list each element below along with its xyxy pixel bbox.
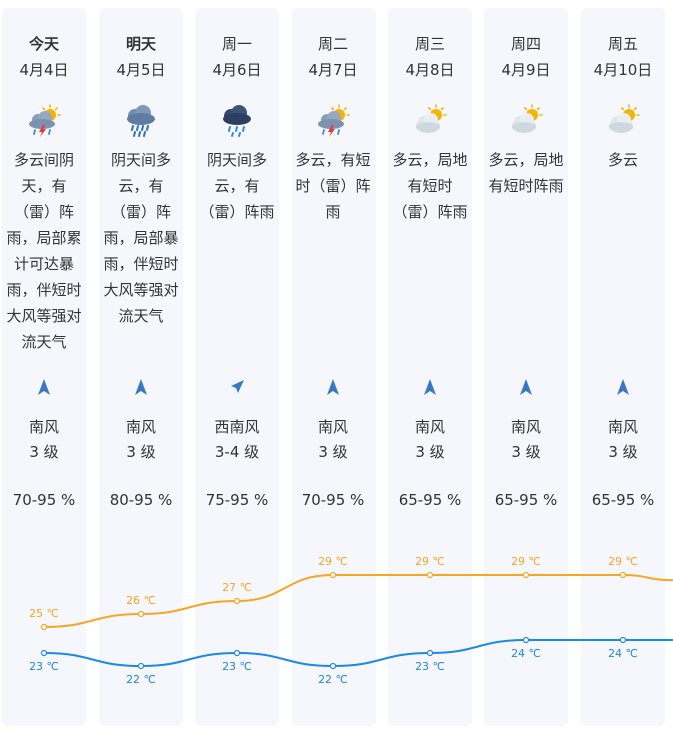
forecast-day-column: 明天 4月5日阴天间多云，有（雷）阵雨，局部暴雨，伴短时大风等强对流天气南风 3 级… <box>93 0 189 739</box>
forecast-day-column: 周二 4月7日多云，有短时（雷）阵雨南风 3 级 70-95 % <box>285 0 381 739</box>
wind-level: 3 级 <box>126 443 156 461</box>
high-temp-point <box>329 571 337 579</box>
humidity-range: 65-95 % <box>591 491 655 509</box>
north-arrow-icon <box>421 378 439 396</box>
low-temp-label: 24 ℃ <box>608 647 638 660</box>
humidity-range: 65-95 % <box>398 491 462 509</box>
humidity-range: 65-95 % <box>494 491 558 509</box>
temperature-chart: 25 ℃ 26 ℃ 27 ℃ 29 ℃ 29 ℃ 29 ℃ 29 ℃ 23 ℃ 22 ℃ 23 ℃… <box>29 555 673 686</box>
date-label: 4月10日 <box>593 61 653 79</box>
wind-level: 3-4 级 <box>214 443 260 461</box>
high-temp-point <box>233 597 241 605</box>
high-temp-label: 29 ℃ <box>511 555 541 568</box>
high-temp-label: 26 ℃ <box>126 594 156 607</box>
low-temp-point <box>522 636 530 644</box>
wind-level: 3 级 <box>415 443 445 461</box>
forecast-day-column: 今天 4月4日多云间阴天，有（雷）阵雨，局部累计可达暴雨，伴短时大风等强对流天气南… <box>0 0 92 739</box>
low-temp-point <box>426 649 434 657</box>
high-temp-point <box>619 571 627 579</box>
cloud-thunder-rain-sun-icon <box>26 104 62 138</box>
weather-description: 多云 <box>607 151 638 169</box>
wind-direction: 西南风 <box>214 418 260 436</box>
wind-level: 3 级 <box>511 443 541 461</box>
day-label: 周四 <box>510 35 541 53</box>
forecast-day-column: 周一 4月6日阴天间多云，有（雷）阵雨西南风 3-4 级 75-95 % <box>189 0 285 739</box>
day-label: 今天 <box>28 35 59 53</box>
weather-description: 多云间阴天，有（雷）阵雨，局部累计可达暴雨，伴短时大风等强对流天气 <box>6 151 82 351</box>
cloud-heavy-rain-icon <box>123 104 159 138</box>
date-label: 4月8日 <box>405 61 455 79</box>
date-label: 4月5日 <box>116 61 166 79</box>
low-temp-line <box>43 639 673 668</box>
weather-description: 阴天间多云，有（雷）阵雨 <box>199 151 275 221</box>
wind-level: 3 级 <box>608 443 638 461</box>
high-temp-label: 29 ℃ <box>608 555 638 568</box>
low-temp-label: 24 ℃ <box>511 647 541 660</box>
low-temp-point <box>233 649 241 657</box>
low-temp-label: 23 ℃ <box>29 660 59 673</box>
forecast-day-column: 周四 4月9日多云，局地有短时阵雨南风 3 级 65-95 % <box>478 0 574 739</box>
humidity-range: 80-95 % <box>109 491 173 509</box>
wind-level: 3 级 <box>29 443 59 461</box>
date-label: 4月4日 <box>19 61 69 79</box>
wind-direction: 南风 <box>607 418 638 436</box>
day-label: 明天 <box>125 35 156 53</box>
day-label: 周一 <box>221 35 252 53</box>
partly-cloudy-icon <box>412 104 448 138</box>
humidity-range: 75-95 % <box>205 491 269 509</box>
wind-level: 3 级 <box>318 443 348 461</box>
north-arrow-icon <box>614 378 632 396</box>
date-label: 4月6日 <box>212 61 262 79</box>
north-arrow-icon <box>132 378 150 396</box>
date-label: 4月7日 <box>308 61 358 79</box>
low-temp-label: 23 ℃ <box>222 660 252 673</box>
north-arrow-icon <box>35 378 53 396</box>
low-temp-label: 22 ℃ <box>126 673 156 686</box>
wind-direction: 南风 <box>317 418 348 436</box>
high-temp-point <box>137 610 145 618</box>
forecast-card <box>99 8 183 726</box>
high-temp-point <box>40 623 48 631</box>
forecast-day-column: 周五 4月10日多云南风 3 级 65-95 % <box>575 0 671 739</box>
low-temp-point <box>40 649 48 657</box>
low-temp-point <box>137 662 145 670</box>
north-arrow-icon <box>517 378 535 396</box>
date-label: 4月9日 <box>501 61 551 79</box>
high-temp-label: 29 ℃ <box>415 555 445 568</box>
day-label: 周五 <box>607 35 638 53</box>
low-temp-point <box>619 636 627 644</box>
weather-description: 多云，局地有短时（雷）阵雨 <box>392 151 468 221</box>
high-temp-line <box>43 574 673 628</box>
high-temp-label: 27 ℃ <box>222 581 252 594</box>
northeast-arrow-icon <box>228 378 246 396</box>
north-arrow-icon <box>324 378 342 396</box>
wind-direction: 南风 <box>510 418 541 436</box>
partly-cloudy-icon <box>605 104 641 138</box>
weather-description: 多云，局地有短时阵雨 <box>488 151 564 195</box>
wind-direction: 南风 <box>414 418 445 436</box>
wind-direction: 南风 <box>125 418 156 436</box>
low-temp-label: 22 ℃ <box>318 673 348 686</box>
weather-description: 阴天间多云，有（雷）阵雨，局部暴雨，伴短时大风等强对流天气 <box>103 151 179 325</box>
low-temp-label: 23 ℃ <box>415 660 445 673</box>
humidity-range: 70-95 % <box>301 491 365 509</box>
dark-cloud-rain-icon <box>219 104 255 138</box>
high-temp-label: 29 ℃ <box>318 555 348 568</box>
day-label: 周二 <box>317 35 348 53</box>
partly-cloudy-icon <box>508 104 544 138</box>
forecast-day-column: 周三 4月8日多云，局地有短时（雷）阵雨南风 3 级 65-95 % <box>382 0 478 739</box>
cloud-thunder-rain-sun-icon <box>315 104 351 138</box>
high-temp-point <box>426 571 434 579</box>
weather-description: 多云，有短时（雷）阵雨 <box>295 151 371 221</box>
high-temp-label: 25 ℃ <box>29 607 59 620</box>
day-label: 周三 <box>414 35 445 53</box>
wind-direction: 南风 <box>28 418 59 436</box>
humidity-range: 70-95 % <box>12 491 76 509</box>
high-temp-point <box>522 571 530 579</box>
low-temp-point <box>329 662 337 670</box>
